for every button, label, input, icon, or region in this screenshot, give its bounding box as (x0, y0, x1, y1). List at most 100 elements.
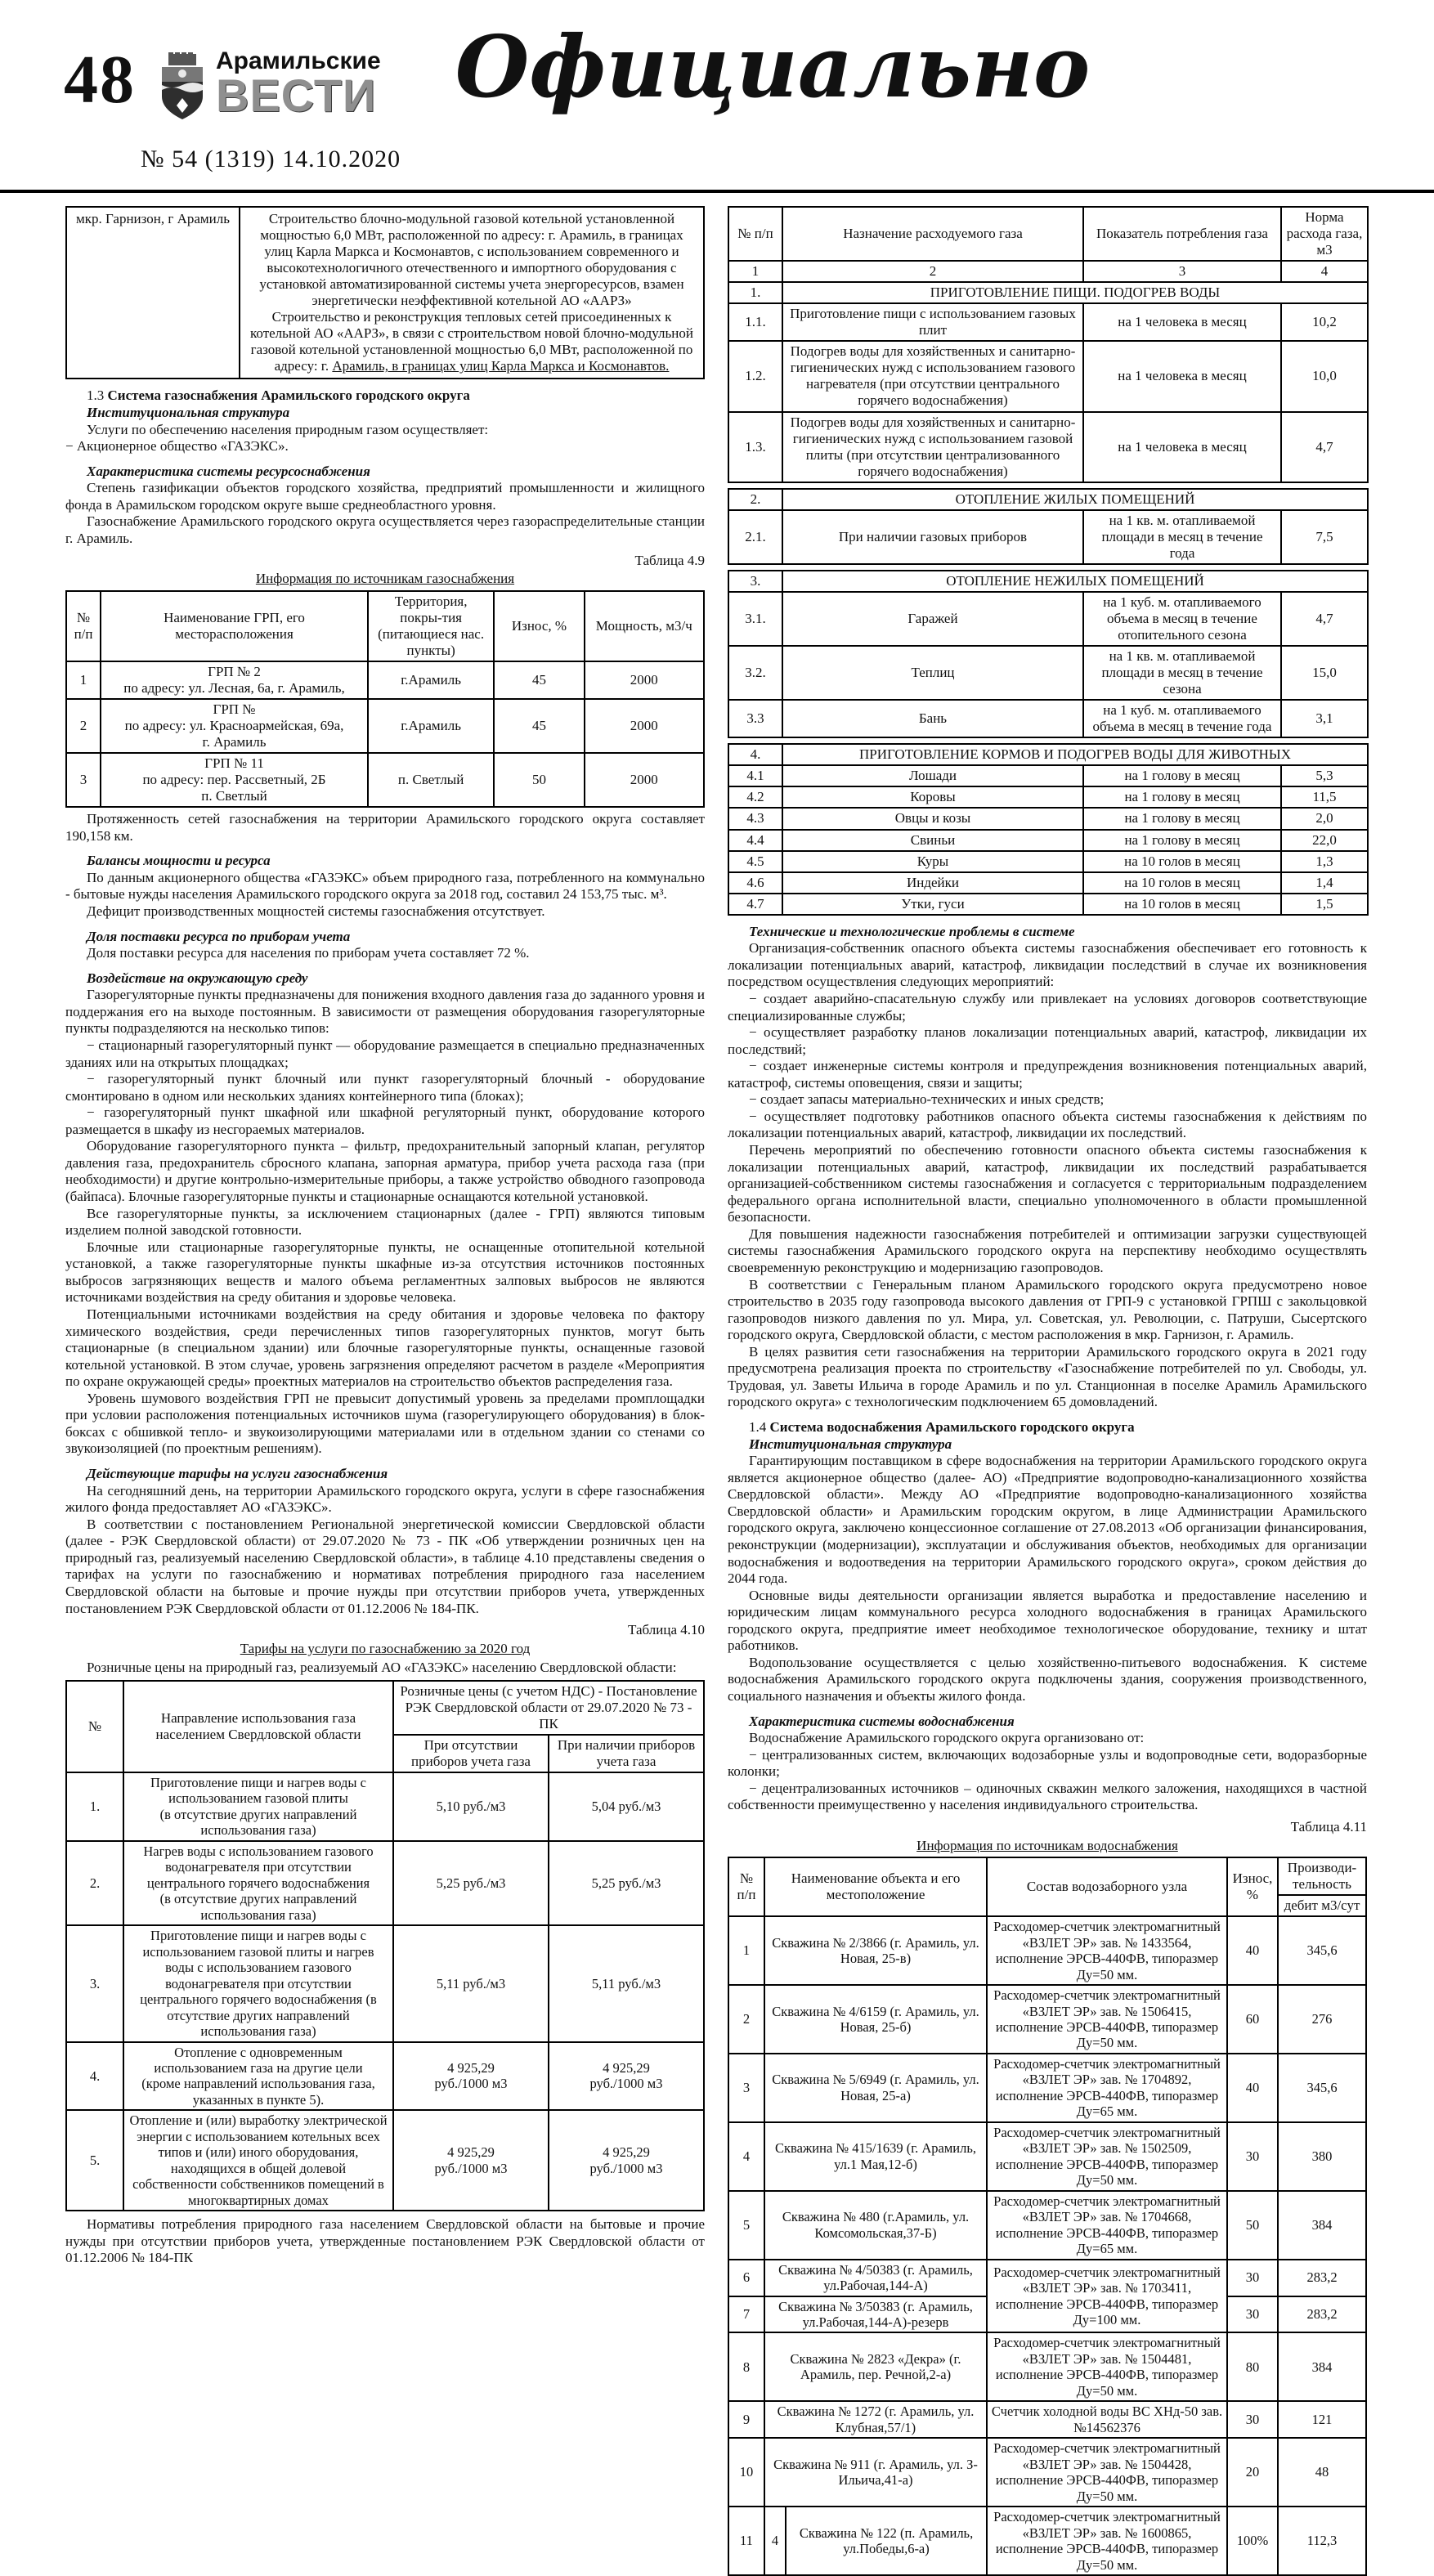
table-cell: 40 (1226, 2052, 1279, 2123)
table-header-cell: № п/п (65, 589, 102, 662)
table-cell: 4 925,29 руб./1000 м3 (392, 2041, 549, 2112)
table-cell: 30 (1226, 2258, 1279, 2297)
table-cell: 7 (728, 2295, 765, 2334)
gas-tariffs-table: № Направление использования газа населени… (65, 1679, 705, 2212)
paragraph: Розничные цены на природный газ, реализу… (87, 1660, 677, 1676)
brand-bottom-label: ВЕСТИ (216, 69, 377, 121)
table-row: 3.3 Бань на 1 куб. м. отапливаемого объема… (728, 699, 1369, 739)
table-cell: 10 (728, 2437, 765, 2508)
table-cell: Приготовление пищи и нагрев воды с испол… (123, 1924, 394, 2043)
table-row: При отсутствии приборов учета газа При на… (66, 1733, 705, 1774)
table-cell: 3 (728, 2052, 765, 2123)
table-row: 2. Нагрев воды с использованием газового … (65, 1839, 705, 1927)
paragraph: Гарантирующим поставщиком в сфере водосн… (728, 1453, 1367, 1587)
table-cell: 4.2 (728, 786, 783, 809)
table-cell: 3. (65, 1924, 124, 2043)
table-cell: Отопление с одновременным использованием… (123, 2041, 394, 2112)
table-cell: 45 (493, 660, 585, 700)
table-row: 1. Приготовление пищи и нагрев воды с исп… (65, 1772, 705, 1842)
table-cell: 4.5 (728, 849, 783, 873)
paragraph: Блочные или стационарные газорегуляторны… (65, 1239, 705, 1306)
table-header-cell: Норма расхода газа, м3 (1280, 205, 1369, 262)
table-cell: 4 (728, 2121, 765, 2192)
table-cell: 1.1. (728, 302, 783, 343)
table-cell: 40 (1226, 1915, 1279, 1987)
paragraph: Перечень мероприятий по обеспечению гото… (728, 1142, 1367, 1225)
table-row: 3.1. Гаражей на 1 куб. м. отапливаемого об… (728, 590, 1369, 647)
table-cell: Расходомер-счетчик электромагнитный «ВЗЛ… (986, 2332, 1229, 2403)
subsection-heading: Институциональная структура (87, 405, 290, 421)
table-header-cell: Назначение расходуемого газа (782, 205, 1084, 262)
right-column: № п/п Назначение расходуемого газа Показат… (728, 205, 1369, 2576)
table-cell: 1. (728, 281, 783, 305)
table-row: 4.6 Индейки на 10 голов в месяц 1,4 (728, 871, 1369, 894)
table-cell: 9 (728, 2400, 765, 2439)
table-cell: 283,2 (1277, 2295, 1368, 2334)
subsection-heading: Характеристика системы водоснабжения (749, 1713, 1015, 1729)
table-cell: 22,0 (1279, 828, 1369, 852)
paragraph: Степень газификации объектов городского … (65, 480, 705, 513)
table-cell: 1 (65, 660, 102, 700)
paragraph: − создает аварийно-спасательную службу и… (728, 990, 1367, 1024)
table-cell: 15,0 (1280, 645, 1369, 701)
table-cell: 3 (65, 752, 102, 809)
section-heading: 1.4 Система водоснабжения Арамильского г… (749, 1419, 1135, 1435)
section-script-title: Официально (455, 16, 1091, 117)
table-cell: на 1 голову в месяц (1082, 807, 1282, 831)
coat-of-arms-logo (157, 52, 208, 125)
table-cell: Бань (782, 699, 1084, 739)
table-row: 2 ГРП № по адресу: ул. Красноармейская, 6… (65, 697, 706, 755)
table-cell: Гаражей (782, 590, 1084, 647)
table-cell: Скважина № 480 (г.Арамиль, ул. Комсомоль… (763, 2189, 988, 2260)
table-row: 10 Скважина № 911 (г. Арамиль, ул. З-Ильи… (728, 2437, 1368, 2508)
gas-norms-table-part2: 2. ОТОПЛЕНИЕ ЖИЛЫХ ПОМЕЩЕНИЙ 2.1. При налич… (728, 487, 1369, 565)
table-header-cell: Территория, покры-тия (питающиеся нас. п… (366, 589, 495, 662)
table-header-cell: Производи-тельность (1277, 1857, 1368, 1897)
table-cell: Подогрев воды для хозяйственных и санита… (782, 410, 1084, 483)
table-caption: Тарифы на услуги по газоснабжению за 202… (240, 1640, 531, 1656)
table-row: 4.1 Лошади на 1 голову в месяц 5,3 (728, 764, 1369, 788)
table-row: 3. Приготовление пищи и нагрев воды с исп… (65, 1924, 705, 2043)
table-label: Таблица 4.9 (634, 552, 705, 568)
subsection-heading: Действующие тарифы на услуги газоснабжен… (87, 1466, 388, 1482)
paragraph: В соответствии с Генеральным планом Арам… (728, 1276, 1367, 1343)
table-row: дебит м3/сут (728, 1894, 1368, 1918)
table-cell: 3.3 (728, 699, 783, 739)
paragraph: Газорегуляторные пункты предназначены дл… (65, 987, 705, 1037)
masthead: 48 Арамильские ВЕСТИ № 54 (1319) 14.10.2… (0, 0, 1434, 193)
table-cell: 345,6 (1277, 1915, 1368, 1987)
table-cell: Теплиц (782, 645, 1084, 701)
table-cell: ГРП № 2 по адресу: ул. Лесная, 6а, г. Ар… (100, 660, 369, 700)
table-cell: Скважина № 2823 «Декра» (г. Арамиль, пер… (763, 2332, 988, 2403)
table-cell: на 10 голов в месяц (1082, 892, 1282, 916)
table-cell: 5,3 (1279, 764, 1369, 788)
paragraph: Оборудование газорегуляторного пункта – … (65, 1138, 705, 1205)
table-cell: 5,25 руб./м3 (548, 1839, 705, 1927)
table-cell: 5 (728, 2189, 765, 2260)
table-cell: 3.1. (728, 590, 783, 647)
table-cell: 3.2. (728, 645, 783, 701)
table-cell: 45 (493, 697, 585, 755)
table-cell: Скважина № 415/1639 (г. Арамиль, ул.1 Ма… (763, 2121, 988, 2192)
table-cell: 100% (1226, 2506, 1279, 2576)
paragraph: − централизованных систем, включающих во… (728, 1746, 1367, 1780)
subsection-heading: Балансы мощности и ресурса (87, 853, 271, 869)
table-cell: 3,1 (1280, 699, 1369, 739)
table-row: 2 Скважина № 4/6159 (г. Арамиль, ул. Нова… (728, 1984, 1368, 2054)
table-header-cell: Розничные цены (с учетом НДС) - Постанов… (392, 1679, 705, 1736)
table-cell: 2 (728, 1984, 765, 2054)
table-cell: 3 (1082, 260, 1282, 284)
table-row: 3 Скважина № 5/6949 (г. Арамиль, ул. Нова… (728, 2052, 1368, 2123)
table-cell: 8 (728, 2332, 765, 2403)
table-cell: Расходомер-счетчик электромагнитный «ВЗЛ… (986, 1915, 1229, 1987)
table-cell: 4,7 (1280, 410, 1369, 483)
table-cell: 4.3 (728, 807, 783, 831)
table-caption: Информация по источникам водоснабжения (916, 1837, 1178, 1853)
paragraph: Потенциальными источниками воздействия н… (65, 1306, 705, 1390)
table-row: 4.5 Куры на 10 голов в месяц 1,3 (728, 849, 1369, 873)
table-cell: Счетчик холодной воды ВС ХНд-50 зав. №14… (986, 2400, 1229, 2439)
table-header-cell: Износ, % (1226, 1857, 1279, 1918)
table-cell: на 10 голов в месяц (1082, 849, 1282, 873)
